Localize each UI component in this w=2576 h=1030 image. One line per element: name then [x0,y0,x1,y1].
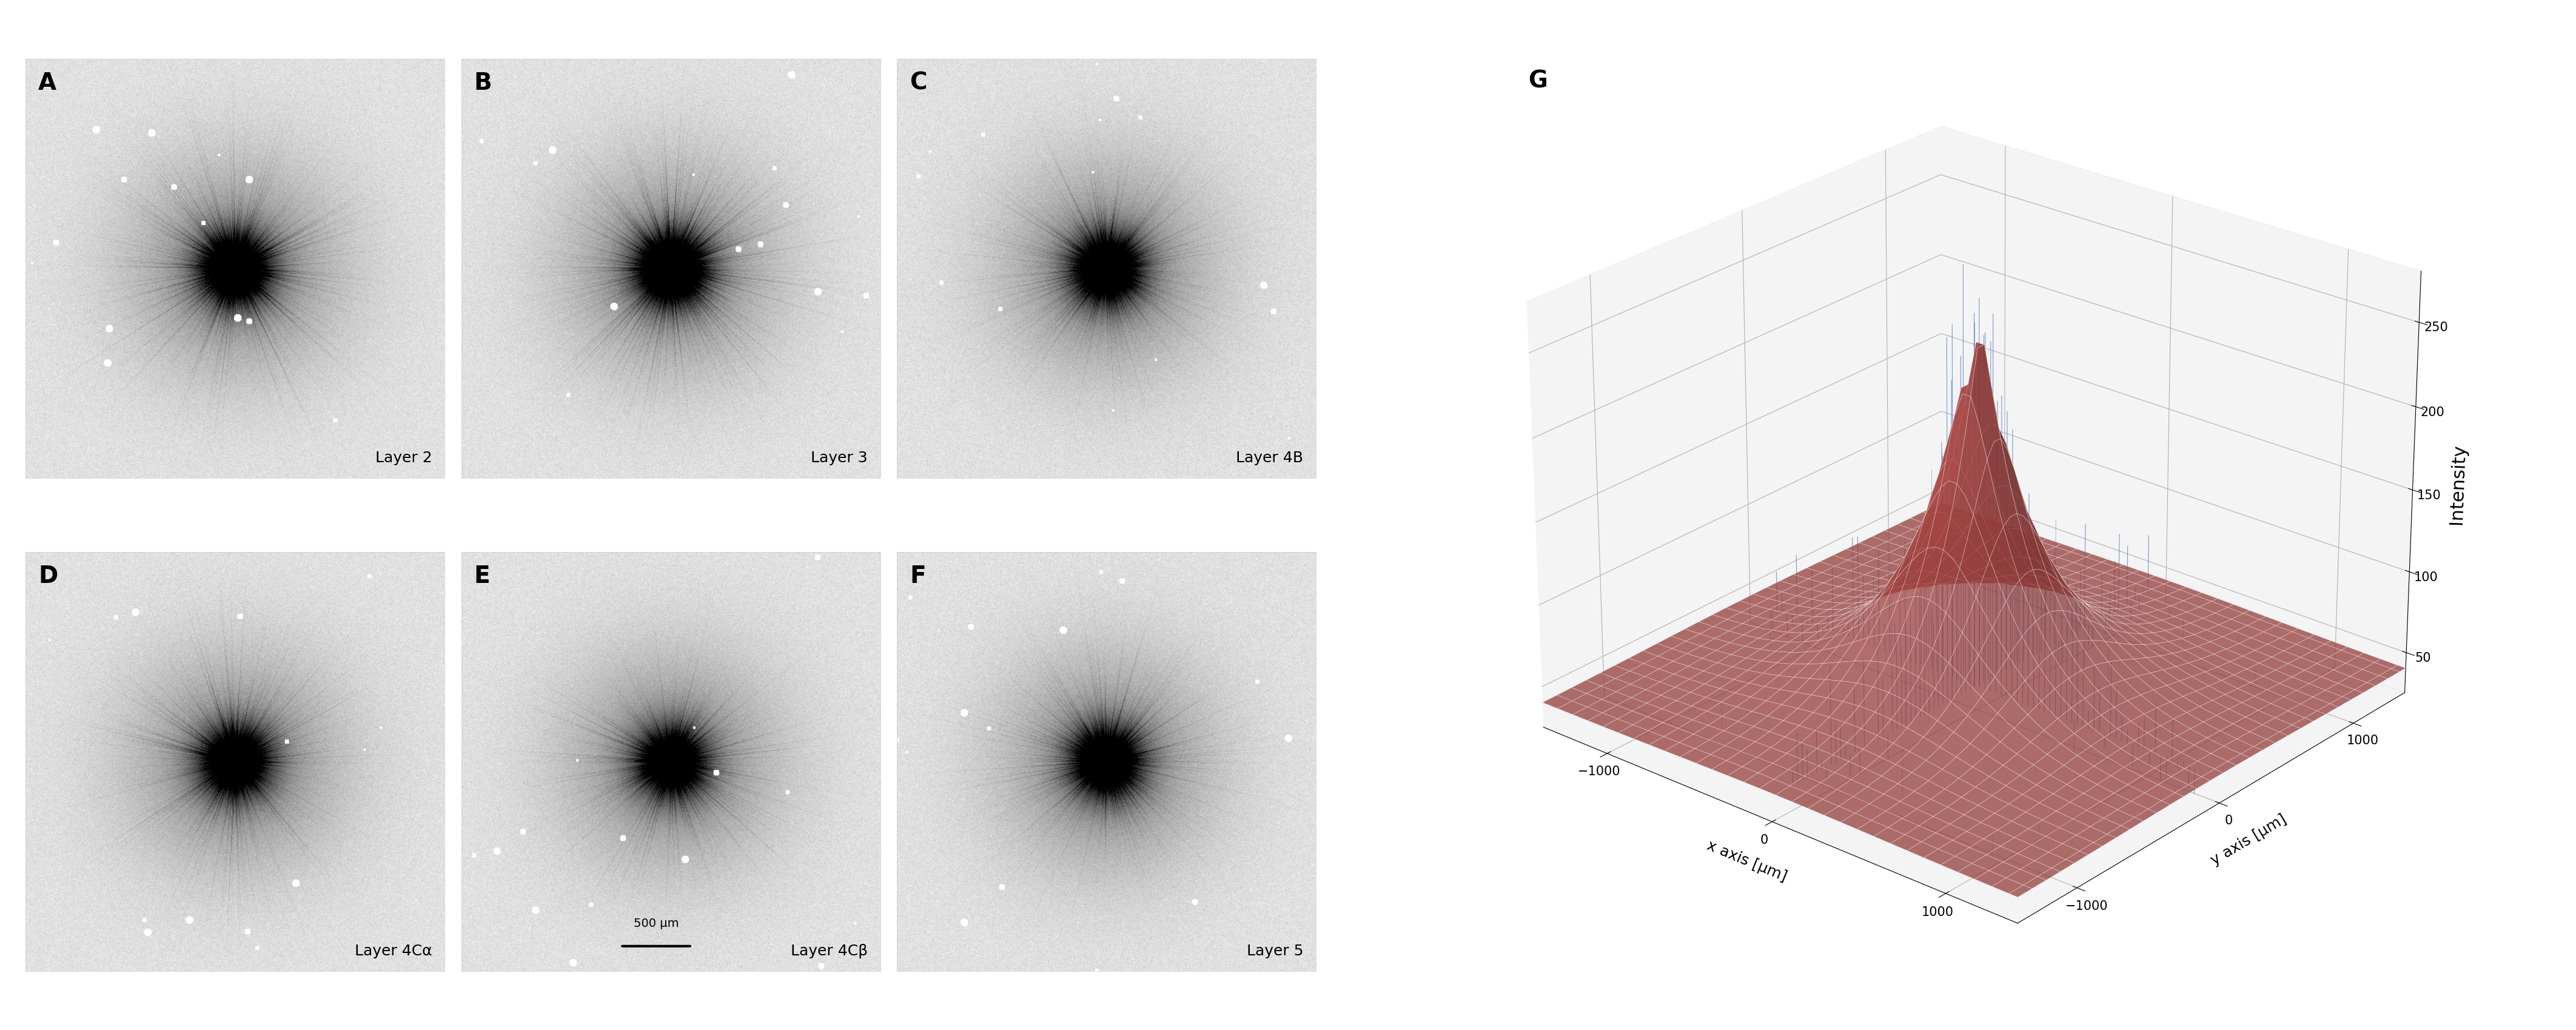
Y-axis label: y axis [μm]: y axis [μm] [2208,812,2290,868]
Text: F: F [909,564,925,588]
Text: Layer 4Cβ: Layer 4Cβ [791,945,868,959]
Text: C: C [909,71,927,95]
Text: Layer 2: Layer 2 [376,450,433,466]
Text: 500 μm: 500 μm [634,918,677,929]
X-axis label: x axis [μm]: x axis [μm] [1705,838,1790,884]
Text: E: E [474,564,489,588]
Text: Layer 4B: Layer 4B [1236,450,1303,466]
Text: Layer 5: Layer 5 [1247,945,1303,959]
Text: B: B [474,71,492,95]
Text: Layer 4Cα: Layer 4Cα [355,945,433,959]
Text: D: D [39,564,57,588]
Text: G: G [1528,70,1548,93]
Text: Layer 3: Layer 3 [811,450,868,466]
Text: A: A [39,71,57,95]
